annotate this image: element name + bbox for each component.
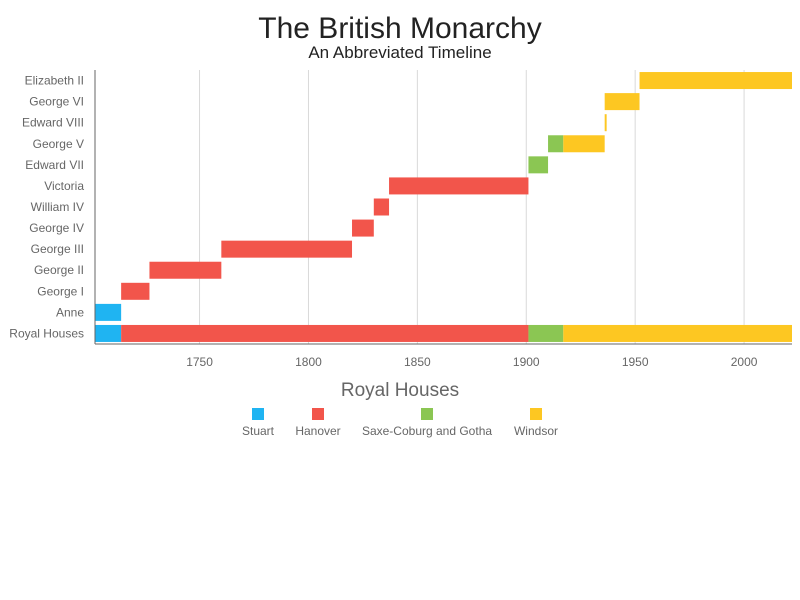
x-tick-labels: 1750 1800 1850 1900 1950 2000 bbox=[186, 355, 758, 369]
x-tick-label: 1900 bbox=[513, 355, 540, 369]
legend-swatch bbox=[252, 408, 264, 420]
gridlines bbox=[199, 70, 745, 344]
legend-label: Windsor bbox=[514, 424, 558, 438]
x-tick-label: 1800 bbox=[295, 355, 322, 369]
bar-edward-viii-windsor[interactable] bbox=[604, 114, 607, 132]
bar-george-vi-windsor[interactable] bbox=[604, 93, 640, 111]
legend-item-saxe-coburg-and-gotha[interactable]: Saxe-Coburg and Gotha bbox=[362, 408, 492, 438]
legend-swatch bbox=[530, 408, 542, 420]
bars bbox=[95, 72, 792, 342]
axes bbox=[94, 70, 792, 345]
legend-item-stuart[interactable]: Stuart bbox=[242, 408, 275, 438]
x-tick-label: 1850 bbox=[404, 355, 431, 369]
bar-victoria-hanover[interactable] bbox=[389, 177, 529, 195]
legend-title: Royal Houses bbox=[341, 380, 459, 401]
category-labels: Elizabeth II George VI Edward VIII George V… bbox=[9, 74, 84, 341]
bar-george-iv-hanover[interactable] bbox=[352, 219, 374, 237]
chart-title: The British Monarchy bbox=[258, 12, 541, 45]
bar-royal-houses-hanover[interactable] bbox=[121, 324, 529, 342]
x-tick-label: 1950 bbox=[622, 355, 649, 369]
legend-swatch bbox=[421, 408, 433, 420]
bar-edward-vii-saxe-coburg-and-gotha[interactable] bbox=[528, 156, 549, 174]
legend-swatch bbox=[312, 408, 324, 420]
category-label-george-i: George I bbox=[37, 284, 84, 298]
category-label-george-iii: George III bbox=[31, 242, 84, 256]
chart-subtitle: An Abbreviated Timeline bbox=[308, 43, 491, 62]
bar-george-i-hanover[interactable] bbox=[121, 282, 150, 300]
bar-william-iv-hanover[interactable] bbox=[373, 198, 390, 216]
bar-royal-houses-stuart[interactable] bbox=[95, 324, 122, 342]
category-label-elizabeth-ii: Elizabeth II bbox=[25, 74, 84, 88]
bar-royal-houses-windsor[interactable] bbox=[563, 324, 792, 342]
bar-elizabeth-ii-windsor[interactable] bbox=[639, 72, 792, 90]
legend-label: Hanover bbox=[295, 424, 340, 438]
category-label-anne: Anne bbox=[56, 305, 84, 319]
category-label-edward-viii: Edward VIII bbox=[22, 116, 84, 130]
x-tick-label: 2000 bbox=[731, 355, 758, 369]
category-label-edward-vii: Edward VII bbox=[25, 158, 84, 172]
bar-anne-stuart[interactable] bbox=[95, 303, 122, 321]
bar-george-v-saxe-coburg-and-gotha[interactable] bbox=[548, 135, 564, 153]
bar-george-v-windsor[interactable] bbox=[563, 135, 605, 153]
bar-george-iii-hanover[interactable] bbox=[221, 240, 353, 258]
legend[interactable]: Stuart Hanover Saxe-Coburg and Gotha Windso… bbox=[242, 408, 558, 438]
category-label-george-iv: George IV bbox=[29, 221, 84, 235]
bar-royal-houses-saxe-coburg-and-gotha[interactable] bbox=[528, 324, 564, 342]
legend-item-hanover[interactable]: Hanover bbox=[295, 408, 341, 438]
category-label-george-v: George V bbox=[33, 137, 84, 151]
bar-george-ii-hanover[interactable] bbox=[149, 261, 222, 279]
x-tick-label: 1750 bbox=[186, 355, 213, 369]
category-label-victoria: Victoria bbox=[44, 179, 84, 193]
legend-item-windsor[interactable]: Windsor bbox=[514, 408, 558, 438]
category-label-george-ii: George II bbox=[34, 263, 84, 277]
category-label-royal-houses: Royal Houses bbox=[9, 326, 84, 340]
legend-label: Saxe-Coburg and Gotha bbox=[362, 424, 492, 438]
category-label-william-iv: William IV bbox=[31, 200, 84, 214]
category-label-george-vi: George VI bbox=[29, 95, 84, 109]
legend-label: Stuart bbox=[242, 424, 275, 438]
